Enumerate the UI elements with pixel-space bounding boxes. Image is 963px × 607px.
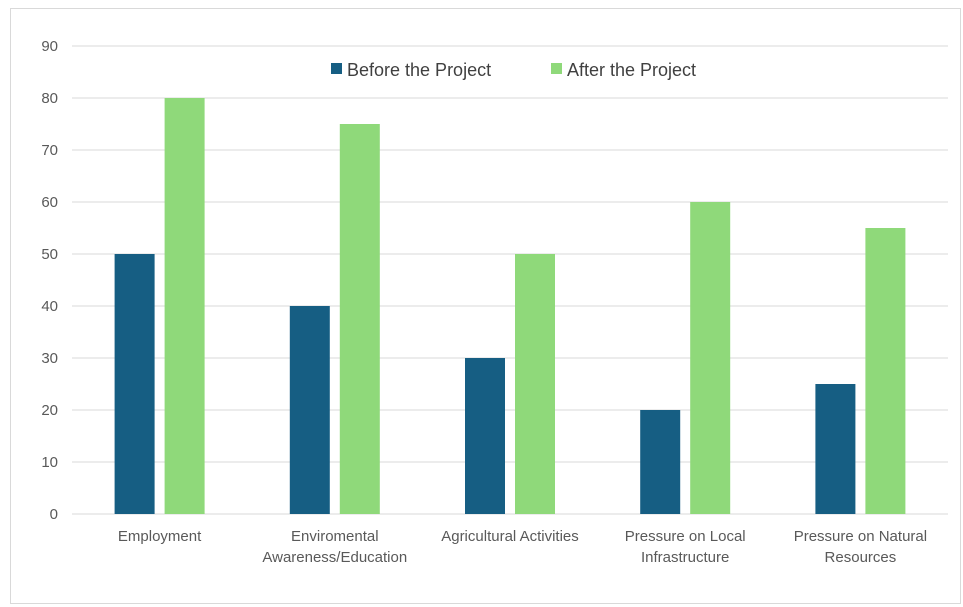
legend: Before the Project After the Project (331, 60, 696, 80)
x-category-label-line: Pressure on Natural (794, 528, 927, 545)
y-axis-tick-labels: 0 10 20 30 40 50 60 70 80 90 (41, 38, 58, 523)
y-tick-label: 20 (41, 402, 58, 419)
y-tick-label: 70 (41, 142, 58, 159)
x-category-label-line: Pressure on Local (625, 528, 746, 545)
bar-before-3 (640, 410, 681, 514)
y-tick-label: 60 (41, 194, 58, 211)
x-category-label: Employment (118, 528, 202, 545)
x-category-label-line: Resources (825, 549, 897, 566)
y-tick-label: 30 (41, 350, 58, 367)
x-category-label: Enviromental Awareness/Education (262, 528, 407, 566)
y-tick-label: 50 (41, 246, 58, 263)
bar-after-0 (164, 98, 205, 514)
legend-swatch (551, 63, 562, 74)
x-category-label-line: Agricultural Activities (441, 528, 579, 545)
y-tick-label: 40 (41, 298, 58, 315)
legend-label: Before the Project (347, 60, 491, 80)
x-axis-category-labels: Employment Enviromental Awareness/Educatio… (118, 528, 927, 566)
x-category-label-line: Infrastructure (641, 549, 729, 566)
bar-after-3 (690, 202, 731, 514)
bar-after-4 (865, 228, 906, 514)
bars (114, 98, 906, 514)
y-tick-label: 10 (41, 454, 58, 471)
y-tick-label: 80 (41, 90, 58, 107)
y-tick-label: 0 (50, 506, 58, 523)
bar-after-2 (515, 254, 555, 514)
bar-before-0 (114, 254, 155, 514)
x-category-label-line: Employment (118, 528, 202, 545)
x-category-label: Agricultural Activities (441, 528, 579, 545)
bar-before-4 (815, 384, 856, 514)
legend-item-after: After the Project (551, 60, 696, 80)
gridlines (72, 45, 948, 515)
bar-before-2 (465, 358, 505, 514)
x-category-label-line: Enviromental (291, 528, 379, 545)
x-category-label: Pressure on Natural Resources (794, 528, 927, 566)
x-category-label: Pressure on Local Infrastructure (625, 528, 746, 566)
x-category-label-line: Awareness/Education (262, 549, 407, 566)
legend-label: After the Project (567, 60, 696, 80)
bar-before-1 (289, 306, 330, 514)
bar-after-1 (339, 124, 380, 514)
legend-item-before: Before the Project (331, 60, 491, 80)
legend-swatch (331, 63, 342, 74)
y-tick-label: 90 (41, 38, 58, 55)
